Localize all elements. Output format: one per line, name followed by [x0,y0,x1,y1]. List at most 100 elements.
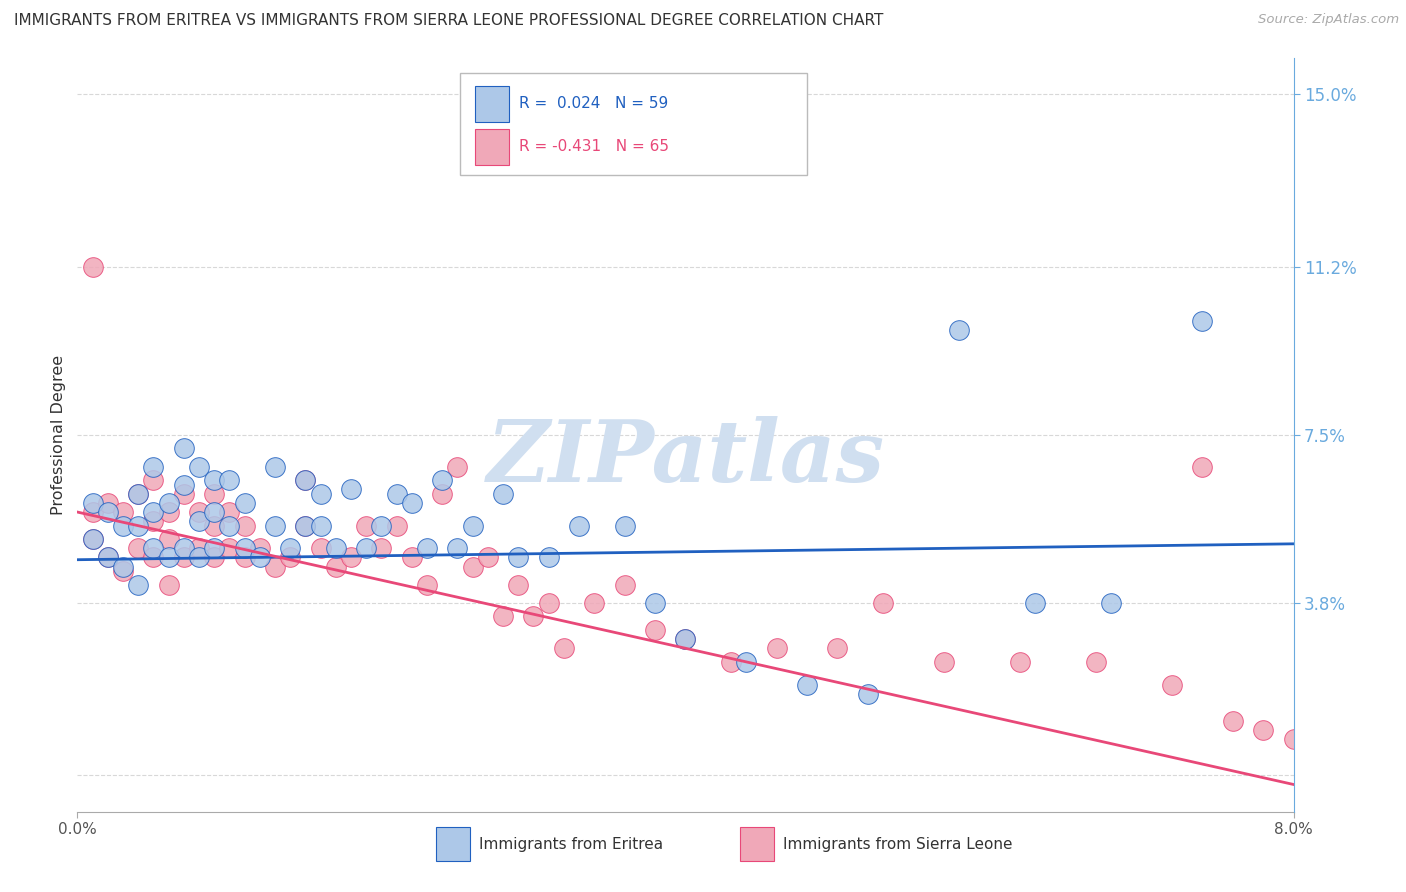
Point [416,541,439,556]
Point [446,541,468,556]
Point [157,533,180,547]
Point [325,541,347,556]
Point [82,260,104,274]
Point [1313,746,1336,760]
Text: ZIPatlas: ZIPatlas [486,416,884,500]
Point [173,541,195,556]
Point [385,487,408,501]
Point [613,518,636,533]
Point [188,505,211,519]
Point [675,632,697,647]
Point [720,655,742,669]
Text: R =  0.024   N = 59: R = 0.024 N = 59 [519,96,668,112]
Point [401,550,423,565]
Point [1024,596,1046,610]
Text: Source: ZipAtlas.com: Source: ZipAtlas.com [1258,13,1399,27]
Point [202,550,225,565]
Point [142,514,165,528]
Point [1161,677,1184,691]
Point [249,541,271,556]
Point [340,483,363,497]
Point [97,505,120,519]
Point [1191,459,1213,474]
Text: R = -0.431   N = 65: R = -0.431 N = 65 [519,139,669,154]
Point [765,641,787,656]
Point [370,541,392,556]
Point [309,487,332,501]
Point [613,577,636,591]
Point [264,559,287,574]
Point [264,459,287,474]
Point [508,577,530,591]
Point [1251,723,1274,737]
Point [249,550,271,565]
Point [218,505,240,519]
Point [492,609,515,624]
Point [202,473,225,487]
Point [583,596,606,610]
Point [82,533,104,547]
Point [218,541,240,556]
Point [97,550,120,565]
Point [111,559,134,574]
Point [948,323,970,337]
Point [553,641,575,656]
Point [522,609,544,624]
Point [294,518,316,533]
Point [461,518,484,533]
Point [157,550,180,565]
Point [325,559,347,574]
Text: IMMIGRANTS FROM ERITREA VS IMMIGRANTS FROM SIERRA LEONE PROFESSIONAL DEGREE CORR: IMMIGRANTS FROM ERITREA VS IMMIGRANTS FR… [14,13,883,29]
Point [127,487,149,501]
Point [202,487,225,501]
Point [278,541,301,556]
Point [188,541,211,556]
Point [188,550,211,565]
Point [127,541,149,556]
Point [202,518,225,533]
Point [233,518,256,533]
FancyBboxPatch shape [460,73,807,175]
Text: Immigrants from Sierra Leone: Immigrants from Sierra Leone [783,837,1012,852]
Point [294,473,316,487]
Point [157,505,180,519]
Point [173,487,195,501]
Point [142,505,165,519]
Point [856,687,879,701]
Point [537,550,560,565]
Point [675,632,697,647]
Point [309,541,332,556]
Point [233,550,256,565]
Point [932,655,955,669]
Point [416,577,439,591]
Point [233,541,256,556]
Point [1191,314,1213,328]
Point [82,496,104,510]
Point [188,514,211,528]
Point [294,518,316,533]
Point [173,477,195,491]
Point [644,596,666,610]
Point [173,442,195,456]
Point [278,550,301,565]
Point [461,559,484,574]
Point [142,550,165,565]
FancyBboxPatch shape [475,86,509,122]
Text: Immigrants from Eritrea: Immigrants from Eritrea [478,837,662,852]
Point [309,518,332,533]
Point [157,577,180,591]
Point [827,641,849,656]
Point [385,518,408,533]
Point [1099,596,1122,610]
Point [796,677,818,691]
Point [354,541,377,556]
Point [340,550,363,565]
Point [354,518,377,533]
Point [142,541,165,556]
FancyBboxPatch shape [475,128,509,165]
Point [157,496,180,510]
Point [735,655,758,669]
Point [97,496,120,510]
Point [188,459,211,474]
Point [97,550,120,565]
